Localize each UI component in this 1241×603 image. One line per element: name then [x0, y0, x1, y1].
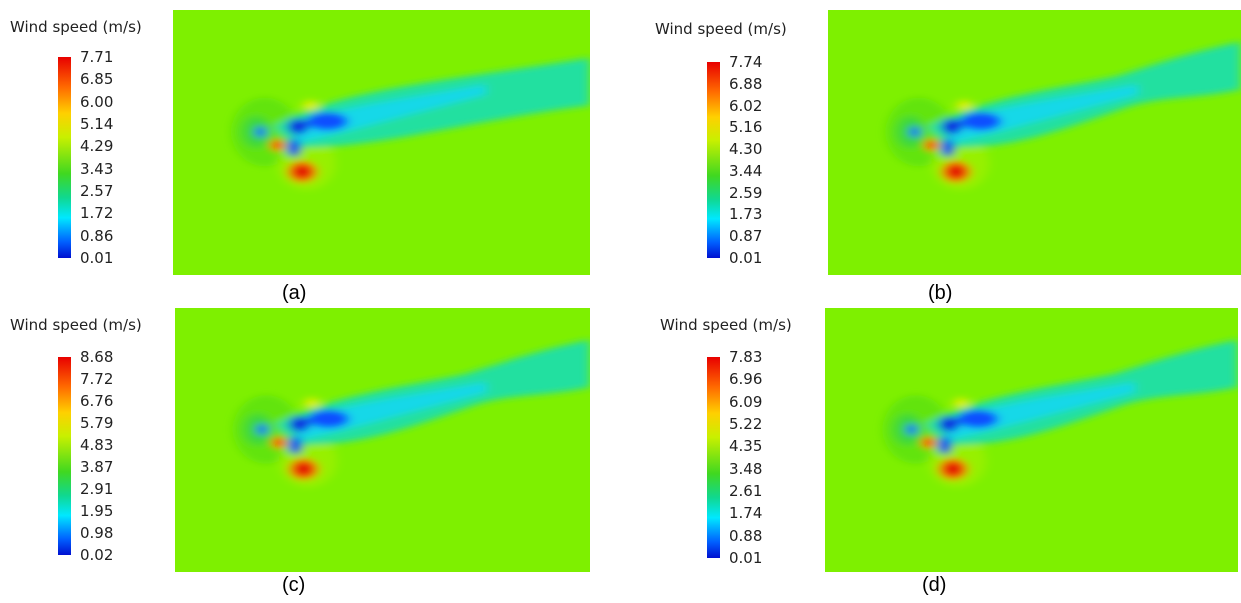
- panel-caption: (c): [282, 574, 306, 596]
- colorbar-tick-label: 7.71: [80, 48, 114, 66]
- panel-caption: (d): [922, 574, 947, 596]
- colorbar-tick-label: 0.02: [80, 546, 114, 564]
- colorbar-title: Wind speed (m/s): [655, 20, 787, 38]
- colorbar-tick-label: 3.43: [80, 159, 114, 178]
- colorbar-tick-label: 0.01: [729, 249, 763, 267]
- wind-field: [828, 10, 1241, 275]
- colorbar-tick-label: 5.79: [80, 414, 114, 432]
- colorbar: [58, 57, 71, 258]
- colorbar: [707, 62, 720, 258]
- colorbar-title: Wind speed (m/s): [10, 316, 142, 334]
- colorbar-tick-label: 6.00: [80, 92, 114, 111]
- colorbar-tick-label: 3.87: [80, 458, 114, 476]
- colorbar-tick-label: 1.73: [729, 205, 763, 224]
- colorbar-tick-label: 7.72: [80, 370, 114, 388]
- panel-caption: (b): [928, 282, 953, 304]
- colorbar-tick-label: 1.72: [80, 204, 114, 223]
- colorbar-tick-label: 4.29: [80, 137, 114, 156]
- wind-field: [173, 10, 590, 275]
- wind-field: [175, 308, 590, 572]
- colorbar-tick-label: 0.88: [729, 526, 763, 545]
- colorbar-tick-label: 2.59: [729, 183, 763, 202]
- colorbar-tick-label: 4.35: [729, 437, 763, 456]
- colorbar-tick-label: 0.98: [80, 524, 114, 542]
- colorbar: [707, 357, 720, 558]
- colorbar-tick-label: 4.83: [80, 436, 114, 454]
- colorbar-tick-label: 7.83: [729, 348, 763, 366]
- colorbar-tick-label: 3.48: [729, 459, 763, 478]
- colorbar-tick-label: 6.85: [80, 70, 114, 89]
- colorbar-tick-label: 1.95: [80, 502, 114, 520]
- panel-caption: (a): [282, 282, 307, 304]
- colorbar-tick-label: 5.22: [729, 415, 763, 433]
- colorbar-tick-label: 7.74: [729, 53, 763, 71]
- wind-field: [825, 308, 1238, 572]
- colorbar-tick-label: 6.02: [729, 96, 763, 115]
- colorbar-tick-label: 6.09: [729, 392, 763, 411]
- colorbar-title: Wind speed (m/s): [660, 316, 792, 334]
- colorbar-tick-label: 0.87: [729, 227, 763, 246]
- colorbar-tick-label: 0.01: [80, 249, 114, 267]
- colorbar-tick-label: 5.14: [80, 115, 114, 133]
- colorbar-tick-label: 6.88: [729, 74, 763, 93]
- colorbar-tick-label: 2.57: [80, 182, 114, 200]
- colorbar-title: Wind speed (m/s): [10, 18, 142, 36]
- colorbar-tick-label: 8.68: [80, 348, 114, 366]
- colorbar-tick-label: 6.96: [729, 370, 763, 389]
- colorbar-tick-label: 2.91: [80, 480, 114, 498]
- colorbar-tick-label: 1.74: [729, 504, 763, 523]
- colorbar: [58, 357, 71, 555]
- colorbar-tick-label: 6.76: [80, 392, 114, 410]
- colorbar-tick-label: 5.16: [729, 118, 763, 137]
- colorbar-tick-label: 0.01: [729, 549, 763, 567]
- colorbar-tick-label: 2.61: [729, 482, 763, 500]
- colorbar-tick-label: 4.30: [729, 140, 763, 159]
- colorbar-tick-label: 3.44: [729, 161, 763, 180]
- colorbar-tick-label: 0.86: [80, 226, 114, 245]
